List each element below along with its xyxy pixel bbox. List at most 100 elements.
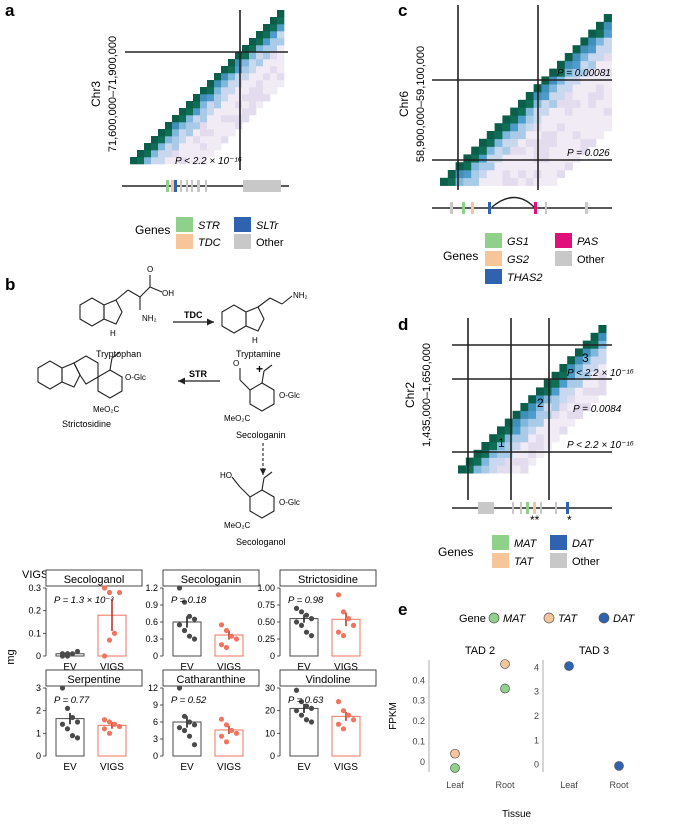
hic-cell xyxy=(559,395,568,404)
hic-cell xyxy=(158,157,166,165)
hic-cell xyxy=(557,146,566,155)
panel-letter-a: a xyxy=(5,1,15,20)
tick-label: 0.50 xyxy=(257,617,275,627)
hic-cell xyxy=(504,465,513,474)
hic-cell xyxy=(572,146,581,155)
hic-cell xyxy=(541,177,550,186)
hic-cell xyxy=(200,136,208,144)
tick-label: 0.2 xyxy=(412,716,425,726)
hic-cell xyxy=(567,395,576,404)
hic-cell xyxy=(463,154,472,163)
hic-cell xyxy=(575,403,584,412)
enzyme-label-tdc: TDC xyxy=(184,310,203,320)
hic-cell xyxy=(235,52,243,60)
data-point xyxy=(228,633,235,639)
hic-cell xyxy=(525,177,534,186)
hic-cell xyxy=(228,122,236,130)
hic-cell xyxy=(564,131,573,140)
svg-text:H: H xyxy=(252,336,258,345)
hic-cell xyxy=(186,108,194,116)
hic-cell xyxy=(494,131,503,140)
hic-cell xyxy=(200,101,208,109)
hic-cell xyxy=(151,157,159,165)
hic-cell xyxy=(228,87,236,95)
data-point xyxy=(181,727,188,734)
hic-cell xyxy=(497,457,506,466)
data-point xyxy=(64,651,71,657)
data-point xyxy=(303,629,310,635)
axis-label-mg: mg xyxy=(5,649,17,664)
category-label: VIGS xyxy=(334,762,358,773)
data-point xyxy=(74,735,81,741)
hic-cell xyxy=(572,84,581,93)
hic-cell xyxy=(502,115,511,124)
hic-cell xyxy=(525,138,534,147)
hic-cell xyxy=(214,115,222,123)
hic-cell xyxy=(486,146,495,155)
strictosidine-structure xyxy=(37,351,123,399)
hic-cell xyxy=(580,53,589,62)
hic-cell xyxy=(588,131,597,140)
secologanin-structure xyxy=(239,364,275,412)
hic-cell xyxy=(221,80,229,88)
chart-title: Serpentine xyxy=(67,674,120,686)
hic-cell xyxy=(186,150,194,158)
hic-cell xyxy=(179,143,187,151)
hic-cell xyxy=(465,465,474,474)
tick-label: 1 xyxy=(36,728,41,738)
data-point xyxy=(74,719,81,725)
enzyme-label-str: STR xyxy=(189,369,208,379)
tick-label: 12 xyxy=(148,683,158,693)
tick-label: 3 xyxy=(36,683,41,693)
hic-cell xyxy=(551,426,560,435)
hic-cell xyxy=(479,154,488,163)
data-point xyxy=(186,733,193,739)
chart-title-box xyxy=(45,669,143,687)
category-label: Leaf xyxy=(560,780,578,790)
data-point xyxy=(116,723,123,730)
hic-cell xyxy=(520,457,529,466)
hic-cell xyxy=(603,99,612,108)
hic-cell xyxy=(528,418,537,427)
hic-cell xyxy=(603,68,612,77)
tick-label: 4 xyxy=(534,662,539,672)
chart-title-box xyxy=(45,569,143,587)
category-label: EV xyxy=(297,662,311,673)
hic-cell xyxy=(588,107,597,116)
hic-cell xyxy=(590,395,599,404)
legend-label: MAT xyxy=(503,613,527,625)
hic-cell xyxy=(590,356,599,365)
chart-title: Strictosidine xyxy=(298,574,358,586)
data-point xyxy=(176,685,183,691)
hic-cell xyxy=(207,108,215,116)
hic-cell xyxy=(536,410,545,419)
hic-cell xyxy=(603,37,612,46)
hic-cell xyxy=(512,434,521,443)
hic-cell xyxy=(221,115,229,123)
hic-cell xyxy=(263,73,271,81)
hic-cell xyxy=(193,108,201,116)
hic-cell xyxy=(455,170,464,179)
hic-cell xyxy=(541,162,550,171)
hic-cell xyxy=(580,107,589,116)
hic-cell xyxy=(575,371,584,380)
hic-cell xyxy=(214,136,222,144)
data-point xyxy=(218,733,225,739)
data-point xyxy=(181,713,188,719)
panel-letter-b: b xyxy=(5,275,15,294)
hic-cell xyxy=(549,92,558,101)
data-point xyxy=(340,708,347,714)
legend-label: TAT xyxy=(558,613,578,625)
tad-label-3: 3 xyxy=(582,351,589,365)
chart-title: Secologanol xyxy=(64,574,125,586)
data-point xyxy=(176,622,183,628)
hic-cell xyxy=(263,24,271,32)
data-point xyxy=(191,636,198,642)
hic-cell xyxy=(518,115,527,124)
p-value-label: P < 2.2 × 10⁻¹⁶ xyxy=(175,156,242,167)
hic-cell xyxy=(528,449,537,458)
hic-cell xyxy=(603,84,612,93)
legend-label: GS2 xyxy=(507,254,529,266)
tick-label: 0 xyxy=(270,751,275,761)
hic-cell xyxy=(207,87,215,95)
